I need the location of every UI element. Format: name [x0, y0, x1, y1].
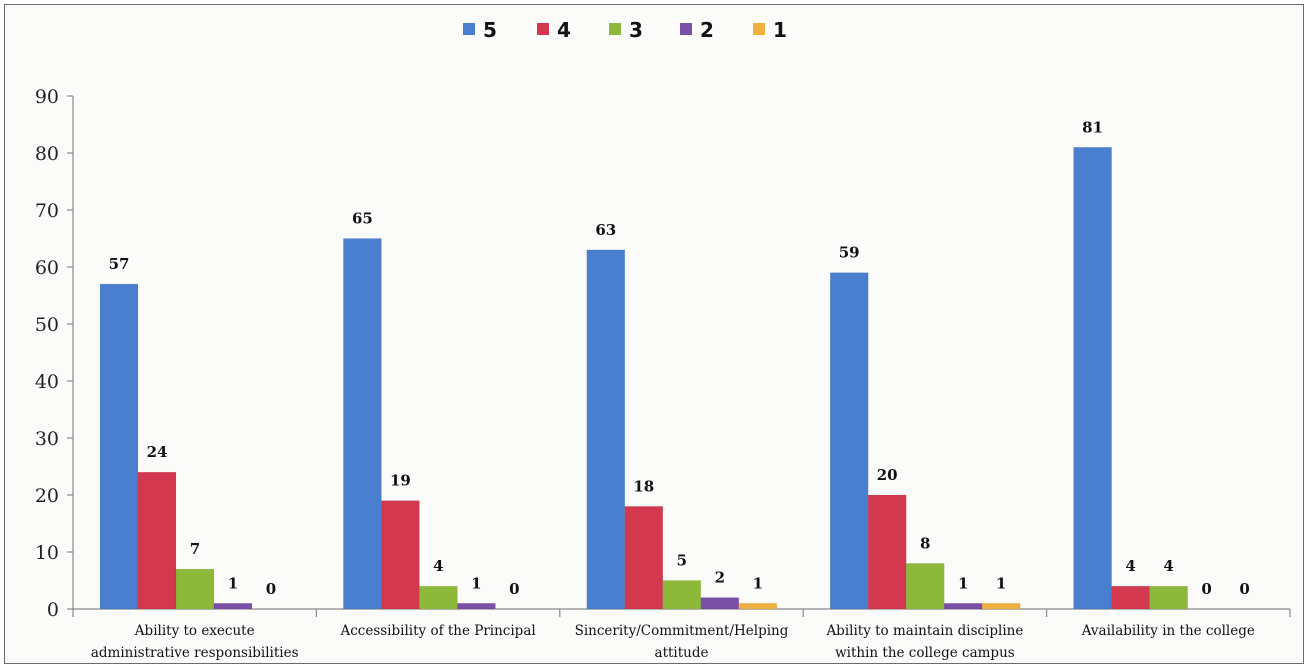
data-label: 8 — [920, 534, 930, 552]
y-tick-label: 60 — [35, 257, 59, 279]
data-label: 2 — [715, 569, 725, 587]
data-label: 7 — [190, 540, 200, 558]
y-tick-label: 20 — [35, 485, 59, 507]
bar-series-5 — [99, 283, 139, 610]
x-category-label: administrative responsibilities — [91, 645, 299, 661]
legend-label-1: 1 — [773, 18, 787, 42]
bar-series-3 — [419, 585, 458, 610]
y-tick-label: 10 — [35, 542, 59, 564]
x-category-label: Availability in the college — [1081, 623, 1255, 639]
bar-series-3 — [1149, 585, 1188, 610]
data-label: 0 — [1239, 580, 1249, 598]
bar-series-4 — [381, 500, 420, 610]
bar-series-3 — [175, 568, 215, 610]
y-tick-label: 70 — [35, 200, 59, 222]
y-tick-label: 80 — [35, 143, 59, 165]
bar-series-4 — [137, 471, 177, 610]
bar-series-4 — [624, 506, 664, 610]
bar-series-2 — [943, 602, 983, 610]
y-tick-label: 90 — [35, 86, 59, 108]
bar-series-4 — [1111, 585, 1150, 610]
data-label: 1 — [228, 574, 238, 592]
legend-swatch-4 — [537, 23, 549, 35]
bar-series-1 — [981, 602, 1021, 610]
data-label: 5 — [677, 552, 687, 570]
bar-series-4 — [867, 494, 907, 610]
data-label: 4 — [1125, 557, 1135, 575]
data-label: 0 — [1201, 580, 1211, 598]
bar-series-1 — [738, 602, 778, 610]
bar-series-5 — [586, 249, 626, 610]
bar-series-3 — [662, 580, 702, 610]
data-label: 20 — [877, 466, 898, 484]
x-category-label: attitude — [655, 645, 709, 661]
y-tick-label: 50 — [35, 314, 59, 336]
data-label: 1 — [996, 574, 1006, 592]
legend-label-3: 3 — [629, 18, 643, 42]
x-category-label: Sincerity/Commitment/Helping — [575, 623, 789, 639]
data-label: 1 — [471, 574, 481, 592]
x-category-label: within the college campus — [835, 645, 1015, 661]
bar-series-2 — [457, 602, 496, 610]
legend-label-4: 4 — [557, 18, 571, 42]
y-tick-label: 30 — [35, 428, 59, 450]
x-category-label: Accessibility of the Principal — [339, 623, 535, 639]
y-tick-label: 40 — [35, 371, 59, 393]
legend-swatch-2 — [680, 23, 692, 35]
legend-swatch-1 — [753, 23, 765, 35]
legend-label-5: 5 — [483, 18, 497, 42]
y-tick-label: 0 — [47, 599, 59, 621]
x-category-label: Ability to execute — [134, 623, 255, 639]
legend-swatch-3 — [609, 23, 621, 35]
legend-swatch-5 — [463, 23, 475, 35]
data-label: 59 — [839, 244, 860, 262]
data-label: 4 — [433, 557, 443, 575]
data-label: 0 — [509, 580, 519, 598]
data-label: 0 — [266, 580, 276, 598]
data-label: 81 — [1082, 118, 1103, 136]
data-label: 65 — [352, 210, 373, 228]
x-category-label: Ability to maintain discipline — [825, 623, 1023, 639]
data-label: 4 — [1163, 557, 1173, 575]
data-label: 24 — [147, 443, 168, 461]
bar-series-5 — [1073, 147, 1112, 610]
data-label: 1 — [958, 574, 968, 592]
data-label: 1 — [753, 574, 763, 592]
bar-series-5 — [829, 272, 869, 610]
bar-series-5 — [343, 238, 382, 610]
data-label: 19 — [390, 472, 411, 490]
data-label: 18 — [633, 477, 654, 495]
bar-series-2 — [700, 597, 740, 610]
bar-series-2 — [213, 602, 253, 610]
data-label: 57 — [109, 255, 130, 273]
data-label: 63 — [595, 221, 616, 239]
bar-series-3 — [905, 563, 945, 610]
legend-label-2: 2 — [700, 18, 714, 42]
